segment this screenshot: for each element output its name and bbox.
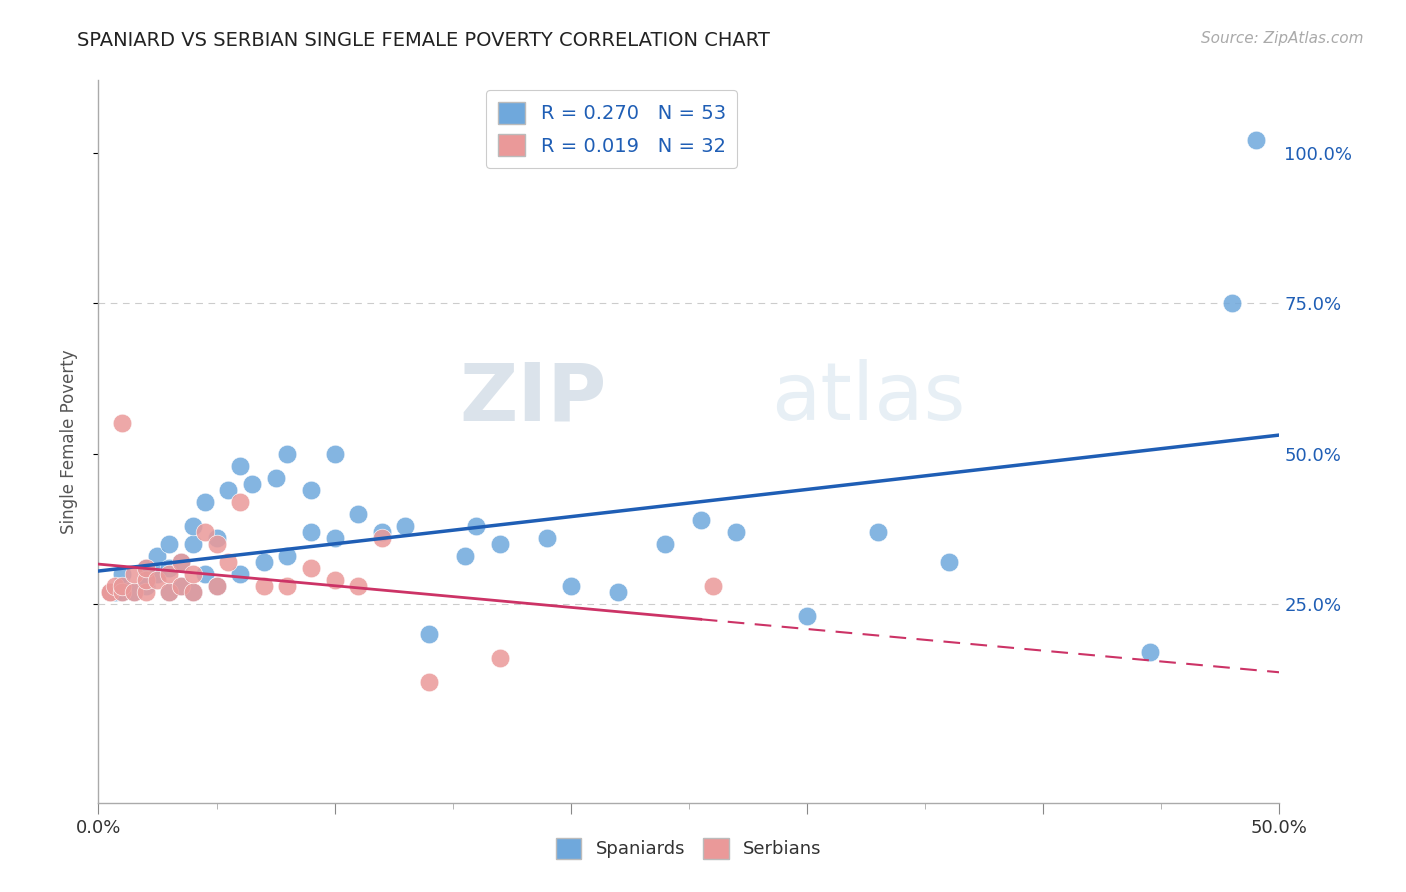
Text: SPANIARD VS SERBIAN SINGLE FEMALE POVERTY CORRELATION CHART: SPANIARD VS SERBIAN SINGLE FEMALE POVERT… xyxy=(77,31,770,50)
Point xyxy=(98,585,121,599)
Point xyxy=(135,561,157,575)
Point xyxy=(702,579,724,593)
Point xyxy=(607,585,630,599)
Point xyxy=(194,567,217,582)
Point xyxy=(654,537,676,551)
Point xyxy=(104,579,127,593)
Point xyxy=(276,549,298,563)
Point xyxy=(299,483,322,497)
Point xyxy=(489,651,512,665)
Point xyxy=(689,513,711,527)
Point xyxy=(111,585,134,599)
Point xyxy=(229,458,252,473)
Point xyxy=(229,494,252,508)
Point xyxy=(170,579,193,593)
Point xyxy=(157,585,180,599)
Point xyxy=(146,573,169,587)
Point xyxy=(394,519,416,533)
Point xyxy=(104,585,127,599)
Point xyxy=(194,494,217,508)
Point xyxy=(371,524,394,539)
Point xyxy=(157,561,180,575)
Point xyxy=(323,446,346,460)
Point xyxy=(170,579,193,593)
Legend: Spaniards, Serbians: Spaniards, Serbians xyxy=(548,830,830,866)
Point xyxy=(181,585,204,599)
Point xyxy=(253,555,276,569)
Point xyxy=(135,579,157,593)
Point xyxy=(122,567,145,582)
Point xyxy=(135,585,157,599)
Point xyxy=(146,567,169,582)
Point xyxy=(725,524,748,539)
Point xyxy=(181,567,204,582)
Point xyxy=(98,585,121,599)
Point xyxy=(866,524,889,539)
Point xyxy=(205,579,228,593)
Point xyxy=(418,627,440,641)
Point xyxy=(111,417,134,431)
Point xyxy=(371,531,394,545)
Point xyxy=(276,446,298,460)
Text: ZIP: ZIP xyxy=(458,359,606,437)
Point xyxy=(1244,133,1267,147)
Point xyxy=(170,555,193,569)
Point xyxy=(194,524,217,539)
Point xyxy=(217,555,239,569)
Point xyxy=(418,675,440,690)
Point xyxy=(938,555,960,569)
Point xyxy=(347,579,370,593)
Point xyxy=(181,537,204,551)
Point xyxy=(181,585,204,599)
Point xyxy=(299,561,322,575)
Point xyxy=(1220,296,1243,310)
Point xyxy=(181,519,204,533)
Point xyxy=(111,567,134,582)
Point xyxy=(276,579,298,593)
Y-axis label: Single Female Poverty: Single Female Poverty xyxy=(59,350,77,533)
Point xyxy=(323,531,346,545)
Point xyxy=(796,609,818,624)
Text: atlas: atlas xyxy=(772,359,966,437)
Point xyxy=(111,579,134,593)
Point xyxy=(347,507,370,521)
Point xyxy=(217,483,239,497)
Point xyxy=(157,585,180,599)
Point xyxy=(170,555,193,569)
Point xyxy=(205,579,228,593)
Point xyxy=(157,537,180,551)
Point xyxy=(135,573,157,587)
Point xyxy=(111,585,134,599)
Text: Source: ZipAtlas.com: Source: ZipAtlas.com xyxy=(1201,31,1364,46)
Point xyxy=(1139,645,1161,659)
Point xyxy=(253,579,276,593)
Point xyxy=(489,537,512,551)
Point xyxy=(98,585,121,599)
Point xyxy=(146,549,169,563)
Point xyxy=(264,471,287,485)
Point xyxy=(560,579,582,593)
Point xyxy=(135,561,157,575)
Point xyxy=(240,476,263,491)
Point xyxy=(299,524,322,539)
Point xyxy=(157,567,180,582)
Point xyxy=(229,567,252,582)
Point xyxy=(122,585,145,599)
Point xyxy=(453,549,475,563)
Point xyxy=(323,573,346,587)
Point xyxy=(465,519,488,533)
Point xyxy=(111,579,134,593)
Point xyxy=(205,537,228,551)
Point xyxy=(536,531,558,545)
Point xyxy=(205,531,228,545)
Point xyxy=(122,585,145,599)
